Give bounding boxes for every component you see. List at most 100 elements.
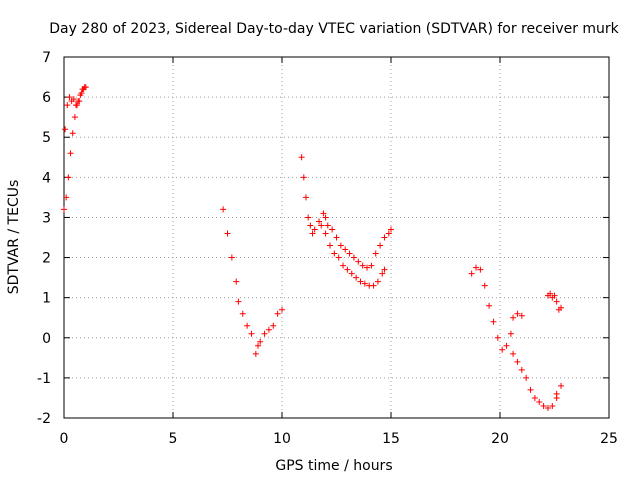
- data-point: [473, 264, 480, 271]
- y-tick-label: 2: [42, 251, 51, 267]
- data-point: [381, 266, 388, 273]
- data-point: [322, 230, 329, 237]
- data-point: [233, 278, 240, 285]
- series-segment-4: [318, 222, 388, 289]
- y-tick-label: 0: [42, 331, 51, 347]
- data-point: [553, 298, 560, 305]
- data-point: [65, 174, 72, 181]
- series-segment-5: [468, 264, 525, 353]
- data-point: [481, 282, 488, 289]
- data-point: [368, 262, 375, 269]
- data-point: [551, 292, 558, 299]
- data-point: [62, 126, 69, 133]
- data-point: [66, 94, 73, 101]
- x-tick-label: 15: [382, 431, 400, 447]
- data-point: [547, 290, 554, 297]
- data-point: [75, 98, 82, 105]
- data-point: [549, 402, 556, 409]
- data-point: [490, 318, 497, 325]
- data-point: [261, 330, 268, 337]
- data-point: [374, 278, 381, 285]
- plot-frame: [63, 56, 610, 419]
- data-point: [355, 258, 362, 265]
- data-points: [61, 84, 565, 411]
- series-segment-3: [298, 154, 394, 271]
- data-point: [300, 174, 307, 181]
- y-tick-label: 3: [42, 210, 51, 226]
- data-point: [70, 96, 77, 103]
- x-tick-label: 25: [600, 431, 618, 447]
- data-point: [72, 102, 79, 109]
- data-point: [64, 102, 71, 109]
- data-point: [335, 254, 342, 261]
- y-axis: -2 -1 0 1 2 3 4 5 6 7: [37, 50, 609, 427]
- data-point: [510, 314, 517, 321]
- data-point: [494, 334, 501, 341]
- data-point: [248, 330, 255, 337]
- data-point: [553, 390, 560, 397]
- data-point: [357, 278, 364, 285]
- y-tick-label: 7: [42, 50, 51, 66]
- data-point: [252, 350, 259, 357]
- y-tick-label: -1: [37, 371, 51, 387]
- data-point: [523, 374, 530, 381]
- data-point: [324, 222, 331, 229]
- data-point: [63, 194, 70, 201]
- y-tick-label: 4: [42, 170, 51, 186]
- data-point: [333, 234, 340, 241]
- y-axis-label: SDTVAR / TECUs: [6, 180, 22, 295]
- data-point: [558, 382, 565, 389]
- data-point: [81, 84, 88, 91]
- x-tick-label: 5: [169, 431, 178, 447]
- data-point: [69, 130, 76, 137]
- data-point: [544, 404, 551, 411]
- data-point: [344, 266, 351, 273]
- series-segment-8: [544, 290, 565, 313]
- data-point: [388, 226, 394, 233]
- data-point: [329, 226, 336, 233]
- data-point: [320, 210, 327, 217]
- data-point: [364, 264, 371, 271]
- data-point: [235, 298, 242, 305]
- data-point: [507, 330, 514, 337]
- data-point: [514, 310, 521, 317]
- data-point: [372, 250, 379, 257]
- data-point: [255, 342, 262, 349]
- data-point: [527, 386, 534, 393]
- data-point: [385, 230, 392, 237]
- x-axis: 0 5 10 15 20 25: [60, 57, 618, 447]
- data-point: [510, 350, 517, 357]
- data-point: [224, 230, 231, 237]
- data-point: [302, 194, 309, 201]
- data-point: [274, 310, 281, 317]
- data-point: [514, 358, 521, 365]
- x-tick-label: 0: [60, 431, 69, 447]
- data-point: [477, 266, 484, 273]
- y-tick-label: 5: [42, 130, 51, 146]
- data-point: [67, 150, 74, 157]
- data-point: [558, 304, 565, 311]
- data-point: [518, 312, 525, 319]
- series-segment-1: [61, 84, 89, 213]
- x-tick-label: 10: [273, 431, 291, 447]
- data-point: [359, 262, 366, 269]
- data-point: [322, 214, 329, 221]
- data-point: [531, 394, 538, 401]
- data-point: [348, 270, 355, 277]
- data-point: [486, 302, 493, 309]
- x-axis-label: GPS time / hours: [275, 458, 392, 474]
- x-tick-label: 20: [491, 431, 509, 447]
- data-point: [381, 234, 388, 241]
- y-tick-label: 6: [42, 90, 51, 106]
- data-point: [518, 366, 525, 373]
- data-point: [342, 246, 349, 253]
- data-point: [257, 338, 264, 345]
- data-point: [318, 222, 325, 229]
- data-point: [298, 154, 305, 161]
- data-point: [311, 226, 318, 233]
- data-point: [379, 270, 386, 277]
- series-segment-2: [220, 206, 285, 357]
- series-segment-7: [553, 382, 565, 397]
- data-point: [309, 230, 316, 237]
